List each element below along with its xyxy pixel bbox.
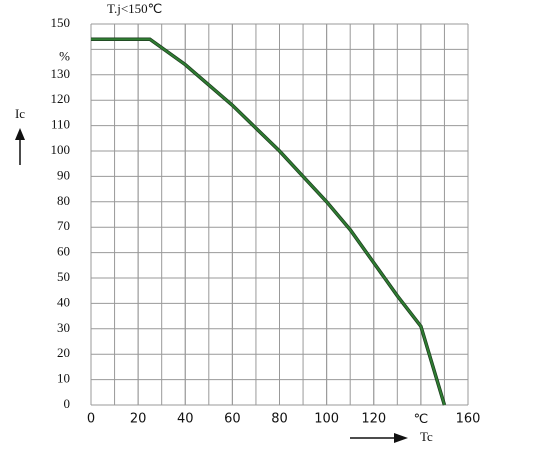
y-tick-label: 10 xyxy=(57,371,70,386)
y-tick-label: 60 xyxy=(57,244,70,259)
x-tick-label: 160 xyxy=(456,412,481,427)
x-tick-label: 20 xyxy=(130,412,147,427)
x-tick-label: 0 xyxy=(87,412,95,427)
y-tick-label: 30 xyxy=(57,320,70,335)
x-tick-label: 40 xyxy=(177,412,194,427)
y-tick-label: 150 xyxy=(51,15,71,30)
x-tick-label: 100 xyxy=(314,412,339,427)
line-outline xyxy=(91,37,447,406)
x-tick-label: 80 xyxy=(271,412,288,427)
y-tick-label: 50 xyxy=(57,269,70,284)
y-tick-label: 20 xyxy=(57,345,70,360)
line xyxy=(91,38,446,406)
x-arrow-head xyxy=(394,433,408,443)
y-tick-label: 110 xyxy=(51,117,70,132)
x-tick-label: 60 xyxy=(224,412,241,427)
y-tick-label: 100 xyxy=(51,142,71,157)
y-tick-label: 90 xyxy=(57,167,70,182)
y-tick-label: 80 xyxy=(57,193,70,208)
y-tick-label: 40 xyxy=(57,294,70,309)
y-axis-label: Ic xyxy=(15,106,25,121)
x-axis-label: Tc xyxy=(420,429,433,444)
y-tick-label: 70 xyxy=(57,218,70,233)
y-tick-label: 0 xyxy=(64,396,71,411)
y-tick-label: 120 xyxy=(51,91,71,106)
y-arrow-head xyxy=(15,128,25,140)
x-tick-label: 120 xyxy=(361,412,386,427)
chart-title: T.j<150℃ xyxy=(107,1,162,16)
y-tick-label: 130 xyxy=(51,66,71,81)
y-tick-label: % xyxy=(59,48,70,63)
x-tick-label: ℃ xyxy=(414,411,429,426)
